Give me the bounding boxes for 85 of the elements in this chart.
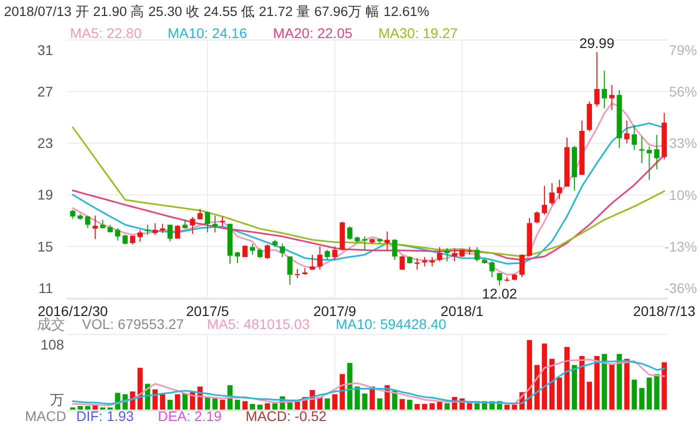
bar [182, 394, 188, 410]
bar [362, 394, 368, 410]
bar [167, 400, 173, 410]
annotation: MACD: -0.52 [246, 408, 327, 424]
bar [220, 400, 226, 410]
text: MA10: 594428.40 [336, 316, 446, 332]
y-tick-label: 11 [38, 280, 54, 296]
bar [92, 405, 98, 410]
bar [646, 378, 652, 410]
bar [377, 398, 382, 410]
bar [257, 404, 263, 410]
annotation: 29.99 [579, 34, 615, 51]
bar [526, 340, 532, 410]
x-tick-label: 2018/7/13 [633, 303, 696, 319]
bar [347, 362, 352, 410]
bar [324, 398, 330, 410]
bar [662, 362, 667, 410]
text: 万 [50, 392, 64, 408]
text: 108 [40, 336, 64, 352]
bar [407, 400, 412, 410]
bar [414, 404, 420, 410]
bar [250, 404, 256, 410]
text: MA5: 481015.03 [207, 316, 310, 332]
bar [624, 358, 630, 410]
bar [234, 400, 240, 410]
bar [422, 404, 428, 410]
bar [272, 403, 278, 410]
bar [370, 386, 375, 410]
bar [512, 404, 518, 410]
bar [579, 356, 584, 410]
bar [602, 354, 607, 410]
annotation: DIF: 1.93 [76, 408, 134, 424]
y-tick-label: 27 [37, 84, 54, 100]
bar [504, 404, 510, 410]
bar [594, 356, 600, 410]
bar [616, 354, 622, 410]
bar [572, 365, 578, 410]
bar [564, 347, 570, 410]
y-tick-label: 19 [37, 186, 54, 203]
bar [444, 403, 450, 410]
x-tick-label: 2017/9 [313, 303, 356, 319]
bar [264, 403, 270, 410]
bar [78, 406, 83, 410]
y-axis-title: 成交 [37, 316, 65, 332]
y2-tick-label: 56% [668, 84, 697, 100]
x-tick-label: 2018/1 [440, 303, 484, 319]
y-tick-label: 23 [37, 135, 54, 152]
y2-tick-label: 33% [668, 135, 697, 152]
text: MA10: 24.16 [168, 25, 248, 41]
bar [212, 398, 218, 410]
bar [174, 394, 180, 410]
x-tick-label: 2016/12/30 [38, 303, 108, 319]
bar [85, 406, 90, 410]
bar [632, 380, 637, 410]
text: VOL: 679553.27 [82, 316, 184, 332]
bar [542, 344, 548, 410]
bar [317, 397, 322, 410]
y-tick-label: 15 [37, 238, 54, 254]
bar [354, 386, 360, 410]
bar [340, 374, 345, 410]
bar [160, 394, 166, 410]
text: MA5: 22.80 [70, 25, 142, 41]
y-tick-label: 31 [37, 42, 54, 58]
y2-tick-label: 79% [668, 42, 697, 58]
bar [586, 382, 592, 410]
bar [654, 374, 660, 410]
y2-tick-label: 10% [668, 186, 697, 203]
bar [430, 403, 435, 410]
y2-tick-label: -13% [664, 238, 697, 254]
bar [556, 378, 562, 410]
text: MACD [25, 408, 66, 424]
bar [400, 399, 405, 410]
annotation: DEA: 2.19 [158, 408, 222, 424]
bar [204, 397, 210, 410]
text: 2018/07/13 开 21.90 高 25.30 收 24.55 低 21.72 量 67.96万 幅 12.61% [4, 4, 430, 19]
bar [332, 394, 338, 410]
text: MA20: 22.05 [273, 25, 353, 41]
bar [609, 364, 614, 410]
bar [242, 401, 248, 410]
x-tick-label: 2017/5 [186, 303, 230, 319]
bar [437, 402, 442, 410]
annotation: 12.02 [482, 285, 518, 302]
text: MA30: 19.27 [378, 25, 458, 41]
y2-tick-label: -36% [664, 280, 697, 296]
bar [639, 388, 644, 410]
